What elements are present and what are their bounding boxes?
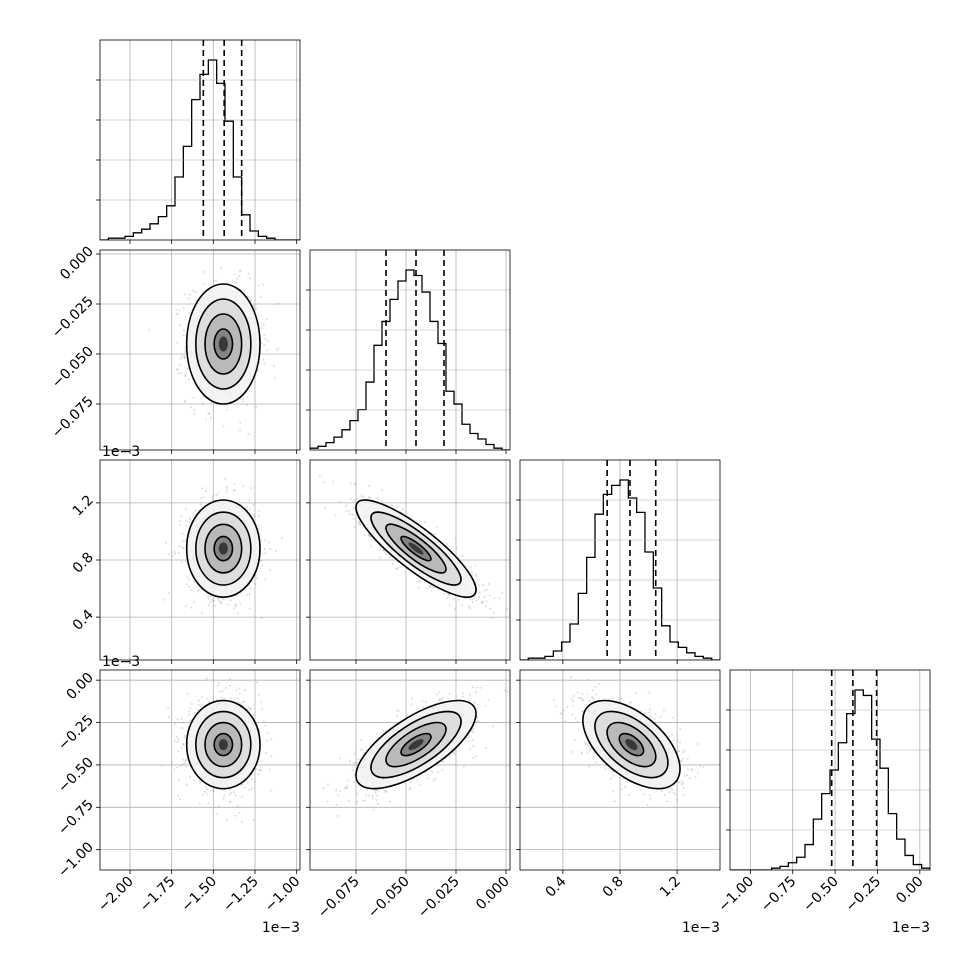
- contour-line: [185, 699, 261, 790]
- panel-2-1: [306, 459, 511, 664]
- contour-line: [355, 699, 477, 790]
- y-tick-label: −0.75: [55, 797, 97, 839]
- contour-line: [213, 328, 234, 360]
- contour-line: [195, 298, 252, 390]
- x-tick-label: −1.50: [179, 874, 221, 916]
- panel-frame: [729, 669, 931, 871]
- x-tick-label: −0.25: [843, 874, 885, 916]
- density-level: [218, 542, 228, 555]
- x-tick-label: −2.00: [95, 874, 137, 916]
- contour-line: [385, 523, 447, 574]
- y-tick-label: −0.050: [49, 344, 97, 392]
- contour-line: [370, 511, 462, 586]
- y-tick-label: 0.8: [70, 550, 97, 577]
- contour-line: [185, 499, 261, 598]
- panel-1-0: [96, 249, 301, 454]
- panel-frame: [99, 39, 301, 241]
- density-level: [408, 542, 424, 555]
- x-tick-label: −0.075: [315, 874, 363, 922]
- x-tick-label: 0.8: [600, 874, 627, 901]
- contour-line: [582, 699, 681, 790]
- x-tick-label: −1.75: [137, 874, 179, 916]
- panel-2-0: [96, 459, 301, 664]
- x-tick-label: −0.025: [415, 874, 463, 922]
- contour-line: [606, 721, 657, 768]
- density-level: [218, 336, 228, 352]
- y-tick-label: 0.4: [70, 607, 97, 634]
- x-tick-label: 0.00: [893, 874, 926, 907]
- density-level: [408, 739, 424, 751]
- x-tick-label: −0.050: [365, 874, 413, 922]
- contour-line: [195, 511, 252, 586]
- y-tick-label: −0.25: [55, 712, 97, 754]
- contour-line: [185, 283, 261, 405]
- contour-line: [204, 313, 243, 375]
- panel-frame: [99, 669, 301, 871]
- panel-2-2: [516, 459, 721, 664]
- panel-frame: [309, 669, 511, 871]
- density-level: [625, 739, 638, 751]
- contour-line: [400, 535, 432, 562]
- y-tick-label: −0.50: [55, 754, 97, 796]
- contour-line: [370, 710, 462, 779]
- x-tick-label: −0.50: [800, 874, 842, 916]
- x-tick-label: −1.00: [262, 874, 304, 916]
- histogram-0: [100, 59, 300, 240]
- contour-line: [385, 721, 447, 768]
- y-tick-label: −1.00: [55, 839, 97, 881]
- y-tick-label: 1.2: [70, 492, 97, 519]
- x-tick-label: 0.4: [543, 873, 570, 900]
- panel-1-1: [306, 249, 511, 454]
- contour-line: [594, 710, 669, 779]
- panel-3-1: [306, 669, 511, 874]
- panel-frame: [309, 249, 511, 451]
- y-tick-label: −0.025: [49, 294, 97, 342]
- y-tick-label: 0.00: [63, 670, 96, 703]
- contour-line: [355, 499, 477, 598]
- y-tick-label: −0.075: [49, 394, 97, 442]
- x-tick-label: 1.2: [657, 874, 684, 901]
- panel-3-2: [516, 669, 721, 874]
- contour-line: [204, 523, 243, 574]
- contour-line: [204, 721, 243, 768]
- x-tick-label: −0.75: [758, 874, 800, 916]
- y-tick-label: 0.000: [57, 244, 97, 284]
- x-scale-note: 1e−3: [892, 920, 930, 936]
- contour-line: [195, 710, 252, 779]
- y-scale-note: 1e−3: [102, 654, 140, 670]
- histogram-3: [730, 689, 930, 870]
- density-level: [218, 739, 228, 751]
- panel-0-0: [96, 39, 301, 244]
- x-tick-label: −1.25: [220, 874, 262, 916]
- panel-3-0: [96, 669, 301, 874]
- contour-line: [618, 732, 645, 757]
- y-scale-note: 1e−3: [102, 444, 140, 460]
- x-tick-label: −1.00: [716, 874, 758, 916]
- contour-line: [213, 535, 234, 562]
- panel-frame: [99, 249, 301, 451]
- x-tick-label: 0.000: [473, 874, 513, 914]
- histogram-2: [520, 479, 720, 660]
- x-scale-note: 1e−3: [262, 920, 300, 936]
- histogram-1: [310, 269, 510, 450]
- contour-line: [213, 732, 234, 757]
- contour-line: [400, 732, 432, 757]
- panel-3-3: [726, 669, 931, 874]
- x-scale-note: 1e−3: [682, 920, 720, 936]
